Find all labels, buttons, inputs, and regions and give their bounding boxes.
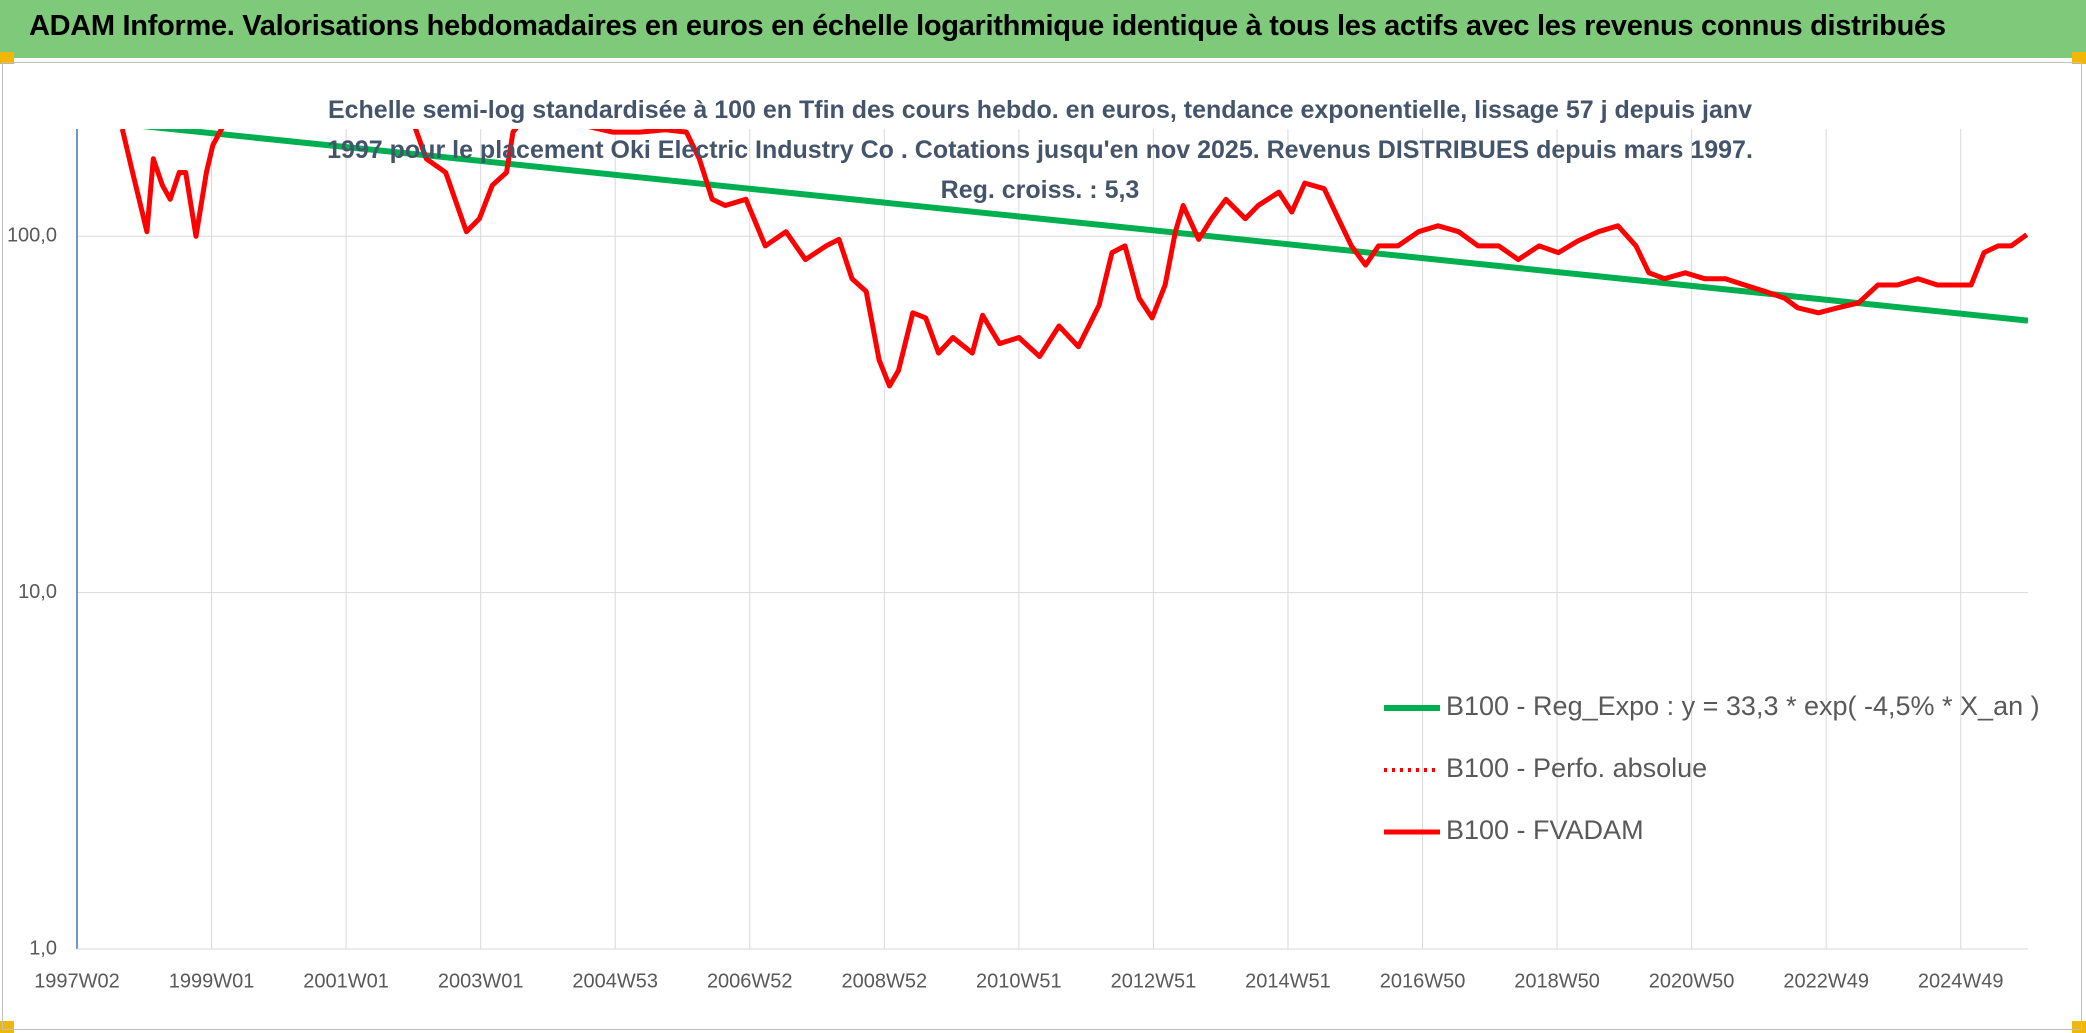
x-tick-label: 2006W52: [707, 970, 793, 992]
legend-label: B100 - FVADAM: [1446, 815, 1644, 845]
x-tick-label: 1999W01: [169, 970, 255, 992]
corner-marker: [0, 1021, 14, 1033]
corner-marker: [0, 52, 14, 64]
x-tick-label: 2024W49: [1918, 970, 2004, 992]
header-bar: ADAM Informe. Valorisations hebdomadaire…: [0, 0, 2086, 58]
legend-label: B100 - Reg_Expo : y = 33,3 * exp( -4,5% …: [1446, 691, 2040, 721]
chart-subtitle: Echelle semi-log standardisée à 100 en T…: [327, 96, 1753, 204]
series-line: [119, 129, 2028, 389]
x-tick-label: 2004W53: [572, 970, 658, 992]
x-tick-label: 2020W50: [1649, 970, 1735, 992]
x-tick-label: 2014W51: [1245, 970, 1331, 992]
x-tick-label: 2018W50: [1514, 970, 1600, 992]
x-tick-label: 1997W02: [34, 970, 120, 992]
x-tick-label: 2012W51: [1111, 970, 1197, 992]
legend-label: B100 - Perfo. absolue: [1446, 753, 1707, 783]
page-title: ADAM Informe. Valorisations hebdomadaire…: [29, 10, 1946, 42]
x-tick-label: 2022W49: [1783, 970, 1869, 992]
x-tick-label: 2003W01: [438, 970, 524, 992]
x-tick-label: 2008W52: [841, 970, 927, 992]
x-tick-label: 2016W50: [1380, 970, 1466, 992]
y-tick-label: 1,0: [29, 937, 57, 959]
corner-marker: [2072, 1021, 2086, 1033]
y-tick-label: 10,0: [18, 581, 57, 603]
corner-marker: [2072, 52, 2086, 64]
y-tick-label: 100,0: [7, 225, 57, 247]
chart-frame: [2, 62, 2082, 1030]
x-tick-label: 2001W01: [303, 970, 389, 992]
plot-area: [119, 129, 2028, 389]
series-line: [141, 129, 2028, 324]
x-tick-label: 2010W51: [976, 970, 1062, 992]
